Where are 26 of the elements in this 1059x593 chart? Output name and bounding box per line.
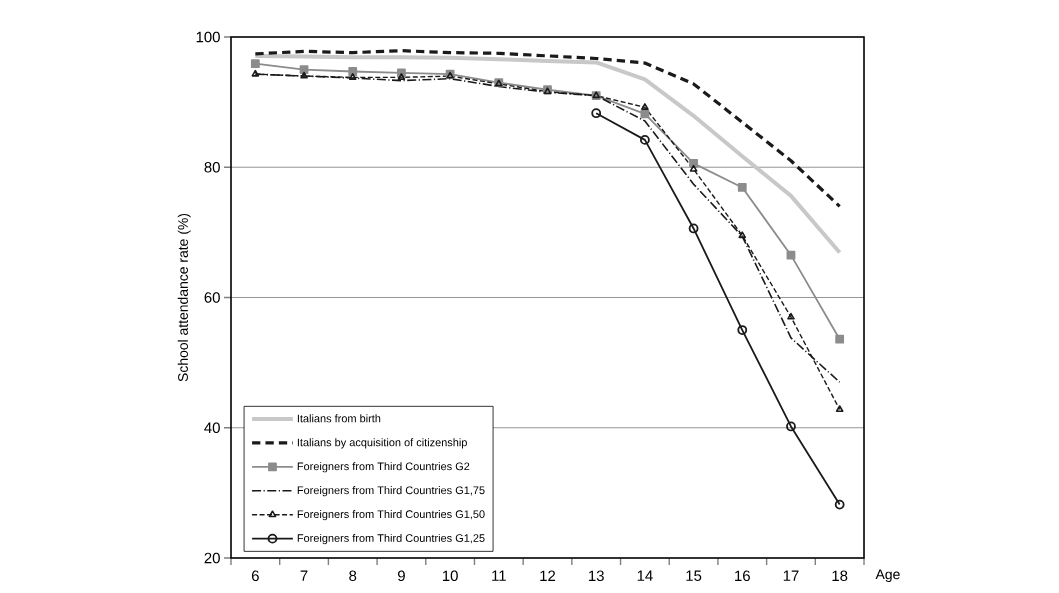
x-tick-label: 13 [589, 570, 604, 582]
y-tick-label: 60 [204, 292, 220, 303]
legend-label: Italians by acquisition of citizenship [297, 438, 467, 449]
x-tick-label: 11 [492, 570, 506, 581]
legend-label: Foreigners from Third Countries G1,75 [297, 486, 485, 497]
x-axis-title: Age [875, 569, 900, 583]
x-tick-label: 12 [540, 570, 556, 581]
x-tick-label: 14 [637, 570, 653, 581]
legend-label: Foreigners from Third Countries G2 [297, 462, 470, 473]
x-tick-label: 15 [686, 570, 702, 581]
y-tick-label: 20 [204, 552, 220, 564]
x-tick-label: 18 [832, 570, 848, 582]
legend-label: Foreigners from Third Countries G1,50 [297, 510, 485, 521]
x-tick-label: 17 [783, 570, 799, 581]
x-tick-label: 8 [349, 570, 357, 582]
x-tick-label: 7 [300, 570, 308, 581]
y-tick-label: 80 [204, 161, 220, 173]
x-tick-label: 16 [735, 570, 750, 582]
x-tick-label: 9 [397, 570, 405, 582]
y-axis-title: School attendance rate (%) [177, 213, 191, 382]
legend-label: Foreigners from Third Countries G1,25 [297, 533, 485, 545]
y-tick-label: 40 [204, 422, 220, 434]
y-tick-label: 100 [196, 31, 220, 43]
x-tick-label: 6 [251, 570, 259, 582]
x-tick-label: 10 [442, 570, 458, 582]
legend-label: Italians from birth [297, 414, 381, 423]
